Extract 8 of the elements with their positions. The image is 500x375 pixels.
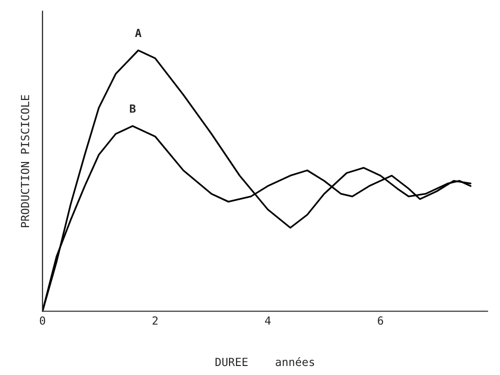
series-label: B [130,104,136,113]
y-axis-title: PRODUCTION PISCICOLE [20,95,30,228]
series-label: A [135,28,142,37]
x-tick-label: 2 [152,316,158,325]
x-tick-label: 4 [265,316,271,325]
x-tick-label: 6 [378,316,384,325]
x-tick-label: 0 [40,316,46,325]
x-axis-title: DUREE années [216,357,314,366]
